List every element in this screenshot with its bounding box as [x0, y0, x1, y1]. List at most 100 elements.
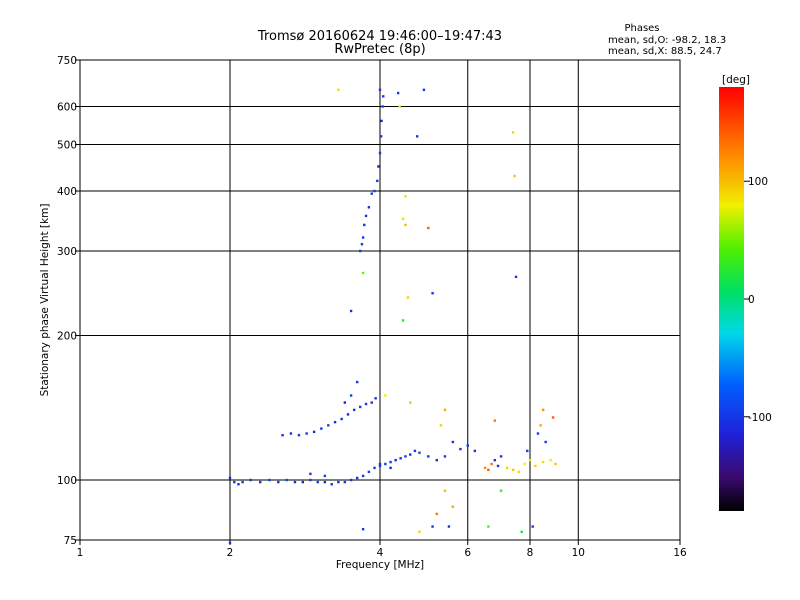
data-point — [531, 525, 534, 528]
data-point — [505, 466, 509, 470]
data-point — [346, 413, 350, 416]
data-point — [367, 470, 371, 474]
data-point — [373, 189, 376, 193]
data-point — [343, 480, 347, 484]
data-point — [404, 455, 407, 458]
phases-header: Phases — [624, 23, 659, 34]
data-point — [361, 271, 365, 275]
data-point — [277, 480, 280, 484]
data-point — [337, 88, 340, 92]
data-point — [309, 472, 312, 476]
data-point — [323, 474, 327, 478]
data-point — [418, 530, 421, 534]
x-tick-label: 10 — [572, 547, 585, 559]
data-point — [249, 478, 252, 482]
data-point — [396, 91, 400, 95]
data-point — [349, 394, 353, 397]
data-point — [378, 151, 382, 155]
data-point — [443, 455, 447, 458]
data-point — [355, 476, 359, 480]
data-point — [389, 460, 392, 464]
data-point — [297, 433, 301, 437]
data-point — [528, 458, 532, 462]
data-point — [409, 401, 412, 404]
data-point — [404, 223, 407, 227]
x-tick-label: 6 — [464, 547, 471, 559]
data-point — [309, 478, 312, 482]
data-point — [370, 401, 373, 404]
data-point — [493, 458, 497, 462]
data-point — [378, 88, 382, 92]
data-point — [237, 483, 240, 486]
data-point — [312, 430, 316, 434]
data-point — [361, 236, 365, 239]
data-point — [483, 466, 487, 470]
data-point — [526, 449, 529, 453]
data-point — [380, 119, 383, 123]
chart-subtitle: RwPretec (8p) — [334, 42, 425, 57]
data-point — [447, 525, 451, 528]
axis-ticks: 1 2 4 6 8 10 16 75 100 200 300 400 500 600 750 — [57, 55, 687, 559]
data-point — [451, 505, 455, 508]
data-point — [549, 458, 552, 462]
data-point — [399, 457, 402, 460]
colorbar-tick-label: 100 — [748, 176, 768, 188]
data-point — [398, 105, 401, 108]
data-point — [340, 417, 343, 421]
data-point — [554, 462, 557, 466]
data-point — [370, 192, 373, 195]
x-tick-label: 1 — [77, 547, 84, 559]
data-point — [544, 440, 547, 444]
y-tick-label: 200 — [57, 331, 77, 343]
data-point — [418, 451, 421, 454]
data-point — [305, 432, 308, 435]
data-point — [268, 478, 271, 482]
colorbar-ticks: 100 0 -100 — [744, 176, 772, 424]
data-point — [487, 468, 490, 472]
data-point — [394, 458, 397, 462]
x-tick-label: 2 — [227, 547, 234, 559]
data-point — [373, 466, 376, 470]
colorbar-label: [deg] — [722, 74, 750, 86]
data-point — [473, 449, 477, 453]
data-point — [466, 444, 469, 447]
data-point — [358, 405, 362, 409]
data-point — [337, 480, 340, 484]
data-point — [228, 541, 232, 544]
colorbar-tick-label: -100 — [748, 412, 772, 424]
data-point — [320, 427, 323, 430]
data-point — [378, 462, 382, 466]
data-point — [377, 165, 380, 168]
y-tick-label: 750 — [57, 55, 77, 67]
y-tick-label: 75 — [64, 535, 77, 547]
data-point — [534, 464, 537, 468]
data-point — [513, 174, 516, 178]
data-point — [404, 195, 407, 198]
data-points — [228, 88, 557, 544]
data-point — [499, 455, 503, 458]
data-point — [327, 424, 330, 427]
data-point — [259, 480, 262, 484]
data-point — [374, 397, 377, 400]
y-axis-label: Stationary phase Virtual Height [km] — [39, 204, 51, 397]
data-point — [352, 408, 356, 412]
y-tick-label: 600 — [57, 102, 77, 114]
chart-title: Tromsø 20160624 19:46:00–19:47:43 — [257, 29, 502, 44]
data-point — [401, 217, 405, 221]
data-point — [228, 476, 232, 480]
y-tick-label: 100 — [57, 475, 77, 487]
data-point — [523, 462, 526, 466]
data-point — [376, 179, 379, 183]
data-point — [381, 105, 384, 108]
data-point — [301, 480, 305, 484]
data-point — [378, 464, 382, 468]
data-point — [323, 480, 327, 484]
data-point — [281, 433, 284, 437]
data-point — [384, 394, 387, 397]
data-point — [435, 512, 438, 516]
data-point — [514, 275, 518, 279]
data-point — [459, 447, 462, 451]
grid-lines — [80, 60, 680, 540]
x-tick-label: 16 — [673, 547, 687, 559]
